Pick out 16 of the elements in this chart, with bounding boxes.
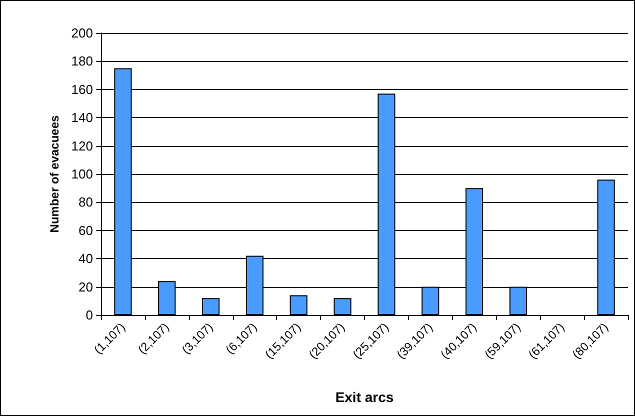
y-tick-label: 120 [71, 138, 93, 154]
bar [334, 298, 352, 315]
bar [202, 298, 220, 315]
y-tick-label: 40 [78, 251, 93, 266]
y-tick-label: 100 [71, 166, 93, 182]
x-axis-title: Exit arcs [335, 389, 394, 405]
y-tick-label: 20 [78, 279, 93, 294]
y-tick-label: 60 [78, 222, 93, 238]
y-tick-label: 180 [71, 54, 93, 69]
bar [290, 295, 308, 315]
y-tick-label: 200 [71, 26, 93, 40]
y-tick-label: 80 [78, 194, 93, 210]
y-tick-label: 0 [86, 308, 93, 322]
y-tick-label: 160 [71, 82, 93, 97]
y-tick-label: 140 [71, 110, 93, 126]
y-axis-title: Number of evacuees [47, 114, 62, 233]
